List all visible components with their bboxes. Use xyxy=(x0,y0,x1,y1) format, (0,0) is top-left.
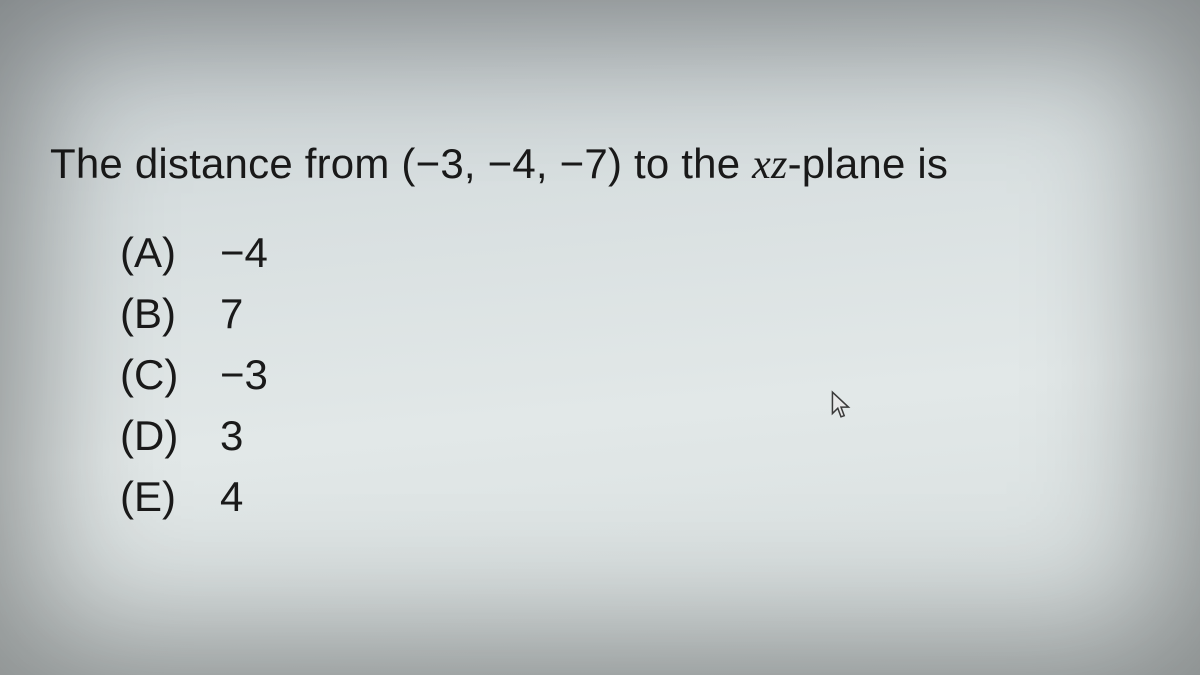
option-label: (B) xyxy=(120,284,220,345)
option-b[interactable]: (B) 7 xyxy=(120,284,1160,345)
option-d[interactable]: (D) 3 xyxy=(120,406,1160,467)
option-value: −4 xyxy=(220,223,300,284)
question-suffix: -plane is xyxy=(788,140,949,187)
options-list: (A) −4 (B) 7 (C) −3 (D) 3 (E) 4 xyxy=(120,223,1160,527)
question-text: The distance from (−3, −4, −7) to the xz… xyxy=(50,140,1160,189)
option-label: (D) xyxy=(120,406,220,467)
question-mid: to the xyxy=(622,140,752,187)
option-value: 3 xyxy=(220,406,300,467)
option-label: (A) xyxy=(120,223,220,284)
question-block: The distance from (−3, −4, −7) to the xz… xyxy=(50,140,1160,527)
question-point: (−3, −4, −7) xyxy=(401,140,622,187)
question-prefix: The distance from xyxy=(50,140,401,187)
option-label: (E) xyxy=(120,467,220,528)
option-c[interactable]: (C) −3 xyxy=(120,345,1160,406)
question-plane-var: xz xyxy=(752,142,787,188)
option-value: 4 xyxy=(220,467,300,528)
option-label: (C) xyxy=(120,345,220,406)
option-e[interactable]: (E) 4 xyxy=(120,467,1160,528)
option-a[interactable]: (A) −4 xyxy=(120,223,1160,284)
option-value: −3 xyxy=(220,345,300,406)
option-value: 7 xyxy=(220,284,300,345)
